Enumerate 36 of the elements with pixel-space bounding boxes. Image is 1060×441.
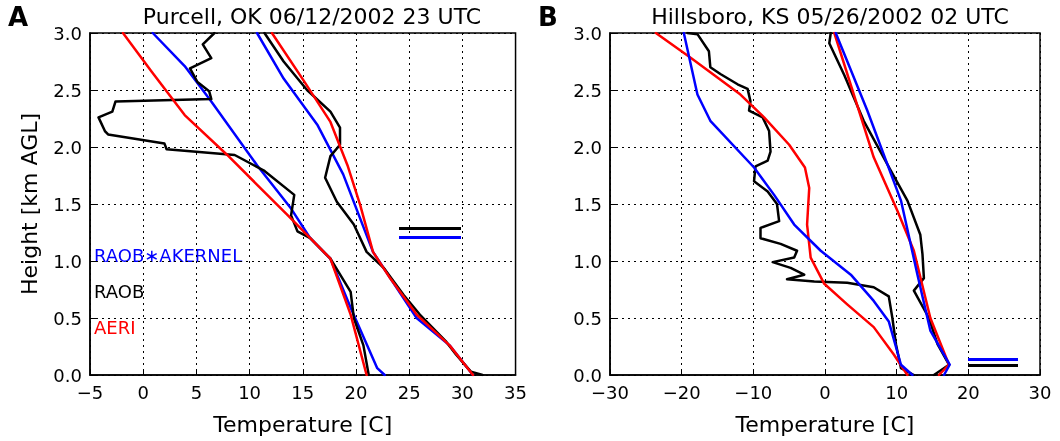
x-axis-title: Temperature [C] (734, 411, 915, 437)
y-tick-label: 1.5 (53, 193, 82, 215)
x-tick-label: 35 (504, 381, 527, 403)
x-axis-title: Temperature [C] (212, 411, 393, 437)
x-tick-label: 0 (137, 381, 149, 403)
chart-title: Purcell, OK 06/12/2002 23 UTC (142, 3, 482, 29)
text: RAOB∗AKERNEL (94, 244, 243, 266)
x-tick-label: 10 (238, 381, 262, 403)
y-tick-label: 3.0 (573, 22, 602, 44)
x-tick-label: 15 (291, 381, 315, 403)
text: RAOB (94, 280, 145, 302)
y-tick-label: 1.0 (53, 250, 82, 272)
y-tick-label: 2.0 (53, 136, 82, 158)
x-tick-label: 20 (344, 381, 368, 403)
y-tick-label: 0.5 (53, 307, 82, 329)
y-tick-label: 1.0 (573, 250, 602, 272)
y-axis-title: Height [km AGL] (16, 112, 42, 296)
chart-title: Hillsboro, KS 05/26/2002 02 UTC (651, 3, 1009, 29)
x-tick-label: −20 (662, 381, 701, 403)
text: B (538, 2, 558, 32)
x-tick-label: 30 (450, 381, 474, 403)
x-tick-label: −10 (734, 381, 773, 403)
y-tick-label: 1.5 (573, 193, 602, 215)
x-tick-label: 5 (190, 381, 203, 403)
y-tick-label: 2.5 (573, 79, 602, 101)
x-tick-label: 20 (956, 381, 980, 403)
x-tick-label: 25 (397, 381, 421, 403)
y-tick-label: 0.5 (573, 307, 602, 329)
text: AERI (94, 316, 136, 338)
y-tick-label: 2.5 (53, 79, 82, 101)
x-tick-label: 30 (1028, 381, 1052, 403)
x-tick-label: 10 (885, 381, 909, 403)
y-tick-label: 3.0 (53, 22, 82, 44)
text: A (8, 2, 29, 32)
y-tick-label: 2.0 (573, 136, 602, 158)
x-tick-label: 0 (819, 381, 831, 403)
